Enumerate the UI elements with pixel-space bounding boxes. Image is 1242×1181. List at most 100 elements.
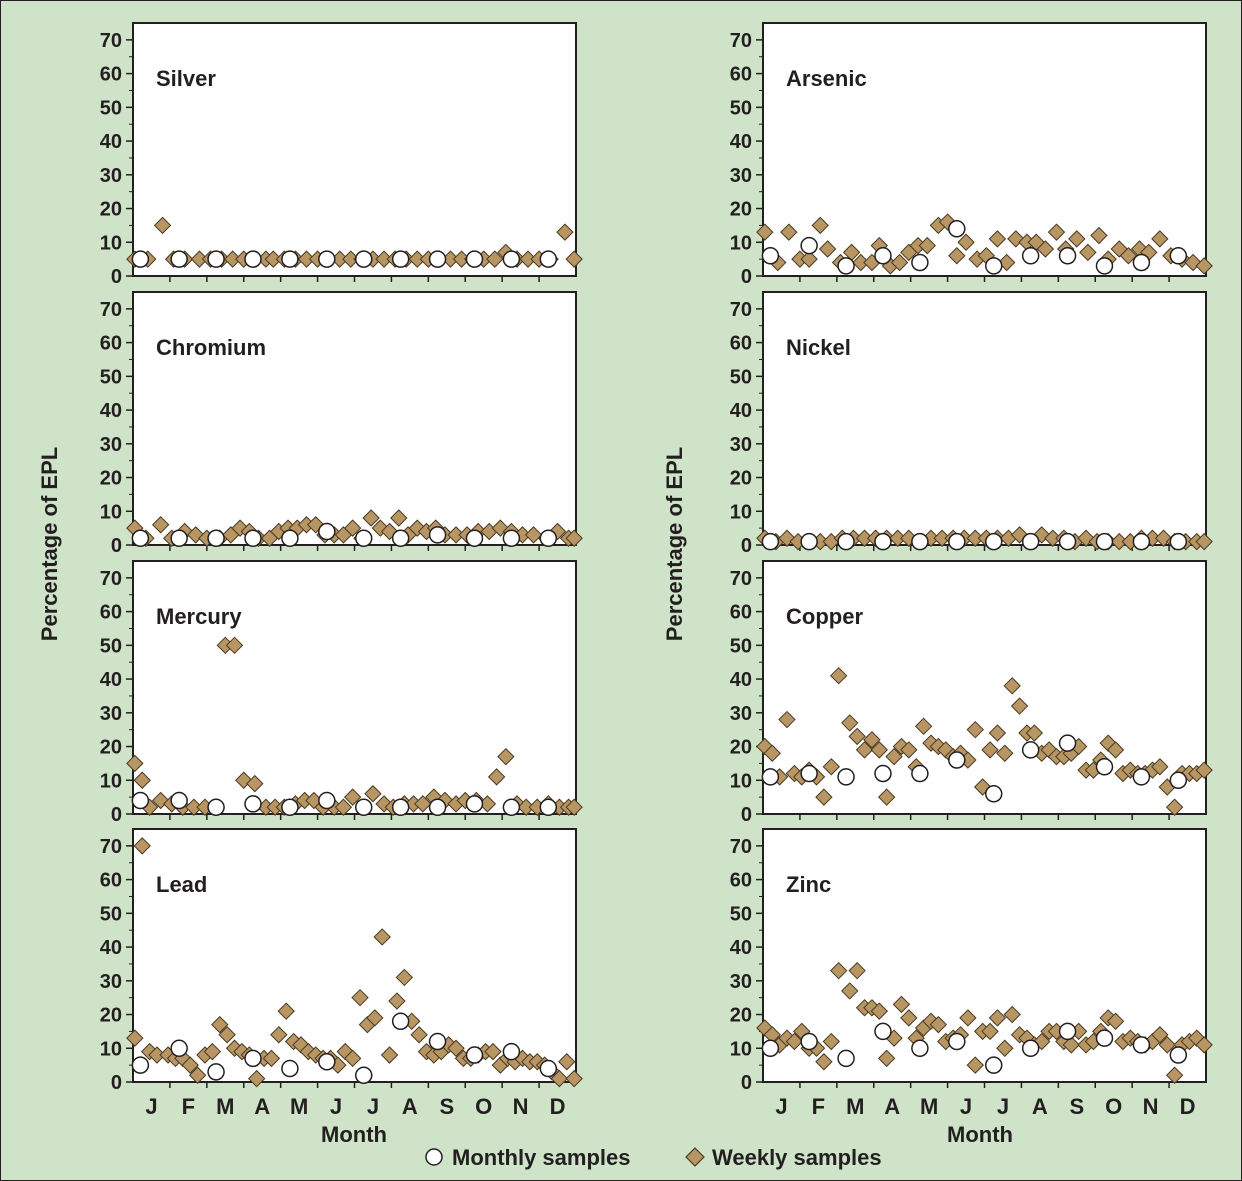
weekly-sample-point <box>855 741 874 759</box>
weekly-sample-point <box>343 519 362 537</box>
monthly-sample-point <box>984 257 1003 275</box>
y-tick-label: 20 <box>100 737 122 759</box>
y-tick-label: 10 <box>730 232 752 254</box>
monthly-sample-point <box>465 1046 484 1064</box>
monthly-sample-point <box>800 764 818 783</box>
panel-title: Arsenic <box>786 66 867 91</box>
weekly-sample-point <box>841 982 859 1000</box>
weekly-sample-point <box>1010 697 1029 715</box>
monthly-sample-point <box>391 1012 410 1031</box>
weekly-sample-point <box>1165 1066 1184 1084</box>
monthly-sample-point <box>281 798 299 817</box>
monthly-sample-point <box>502 798 521 817</box>
monthly-sample-point <box>131 250 150 268</box>
panel-title: Copper <box>786 604 863 629</box>
y-tick-label: 60 <box>100 64 122 86</box>
monthly-sample-point <box>874 764 892 783</box>
monthly-sample-point <box>391 529 410 548</box>
y-tick-label: 20 <box>730 737 752 759</box>
x-tick-label: J <box>775 1094 787 1119</box>
x-tick-label: A <box>254 1094 270 1119</box>
weekly-sample-point <box>811 216 829 235</box>
monthly-sample-point <box>244 1049 262 1068</box>
weekly-sample-point <box>800 250 818 268</box>
y-tick-label: 50 <box>100 635 122 657</box>
weekly-sample-point <box>343 1049 362 1068</box>
weekly-sample-point <box>126 1029 144 1047</box>
weekly-sample-point <box>133 771 151 789</box>
panel-title: Lead <box>156 872 207 897</box>
plot-area <box>132 828 577 1083</box>
y-tick-label: 0 <box>111 535 122 557</box>
y-tick-label: 30 <box>730 971 752 993</box>
left-y-axis-label: Percentage of EPL <box>37 447 62 641</box>
monthly-sample-point <box>428 798 447 817</box>
weekly-sample-point <box>181 1056 199 1074</box>
monthly-sample-point <box>837 1049 855 1068</box>
monthly-sample-point <box>1132 532 1151 551</box>
x-tick-label: J <box>960 1094 972 1119</box>
monthly-sample-point <box>281 1059 299 1078</box>
monthly-sample-point <box>428 526 447 544</box>
weekly-sample-point <box>981 741 999 759</box>
monthly-sample-point <box>281 529 299 548</box>
monthly-sample-point <box>318 791 336 810</box>
weekly-sample-point <box>1106 1012 1125 1030</box>
x-tick-label: D <box>1180 1094 1196 1119</box>
y-tick-label: 40 <box>730 669 752 691</box>
y-tick-label: 60 <box>100 333 122 355</box>
y-tick-label: 40 <box>100 400 122 422</box>
weekly-sample-point <box>914 717 933 736</box>
weekly-sample-point <box>1003 1005 1021 1024</box>
weekly-sample-point <box>988 1009 1007 1027</box>
weekly-sample-point <box>203 1042 222 1061</box>
monthly-sample-point <box>207 798 225 817</box>
monthly-sample-point <box>761 768 780 786</box>
plot-area <box>762 22 1207 277</box>
weekly-sample-point <box>373 928 391 946</box>
monthly-sample-point <box>1095 532 1114 551</box>
weekly-sample-point <box>1047 223 1066 241</box>
weekly-sample-point <box>1025 724 1044 742</box>
right-y-axis-label: Percentage of EPL <box>662 447 687 641</box>
y-tick-label: 30 <box>100 165 122 187</box>
weekly-sample-point <box>829 666 848 685</box>
monthly-sample-point <box>1021 532 1040 551</box>
monthly-sample-point <box>131 529 150 548</box>
weekly-sample-point <box>277 1002 295 1020</box>
y-tick-label: 10 <box>730 1038 752 1060</box>
weekly-sample-point <box>756 223 774 241</box>
weekly-sample-point <box>211 1015 229 1034</box>
y-tick-label: 30 <box>730 165 752 187</box>
monthly-sample-point <box>170 529 188 548</box>
monthly-sample-point <box>948 220 966 238</box>
weekly-sample-point <box>556 223 574 241</box>
x-tick-label: J <box>367 1094 379 1119</box>
monthly-sample-point <box>948 1032 966 1051</box>
weekly-sample-point <box>1090 226 1108 245</box>
panel-silver: 0 10 20 30 40 50 60 70 Silver <box>100 22 583 288</box>
y-tick-label: 20 <box>100 199 122 221</box>
x-tick-label: O <box>1105 1094 1122 1119</box>
weekly-sample-point <box>565 529 583 547</box>
weekly-sample-point <box>988 724 1007 742</box>
weekly-sample-point <box>497 747 515 766</box>
y-tick-label: 40 <box>730 937 752 959</box>
weekly-sample-point <box>558 1053 576 1071</box>
weekly-sample-point <box>988 230 1007 248</box>
monthly-sample-point <box>800 532 818 551</box>
y-tick-label: 10 <box>100 501 122 523</box>
monthly-sample-point <box>1169 532 1188 551</box>
monthly-sample-point <box>539 798 558 817</box>
y-tick-label: 20 <box>730 1005 752 1027</box>
weekly-sample-point <box>351 988 369 1007</box>
monthly-sample-point <box>391 250 410 268</box>
legend-weekly-label: Weekly samples <box>712 1145 882 1170</box>
y-tick-label: 50 <box>730 903 752 925</box>
monthly-sample-point <box>502 529 521 548</box>
weekly-sample-point <box>848 961 866 980</box>
weekly-sample-point <box>1151 1026 1169 1044</box>
y-tick-label: 20 <box>100 468 122 490</box>
monthly-sample-point <box>761 1039 780 1058</box>
